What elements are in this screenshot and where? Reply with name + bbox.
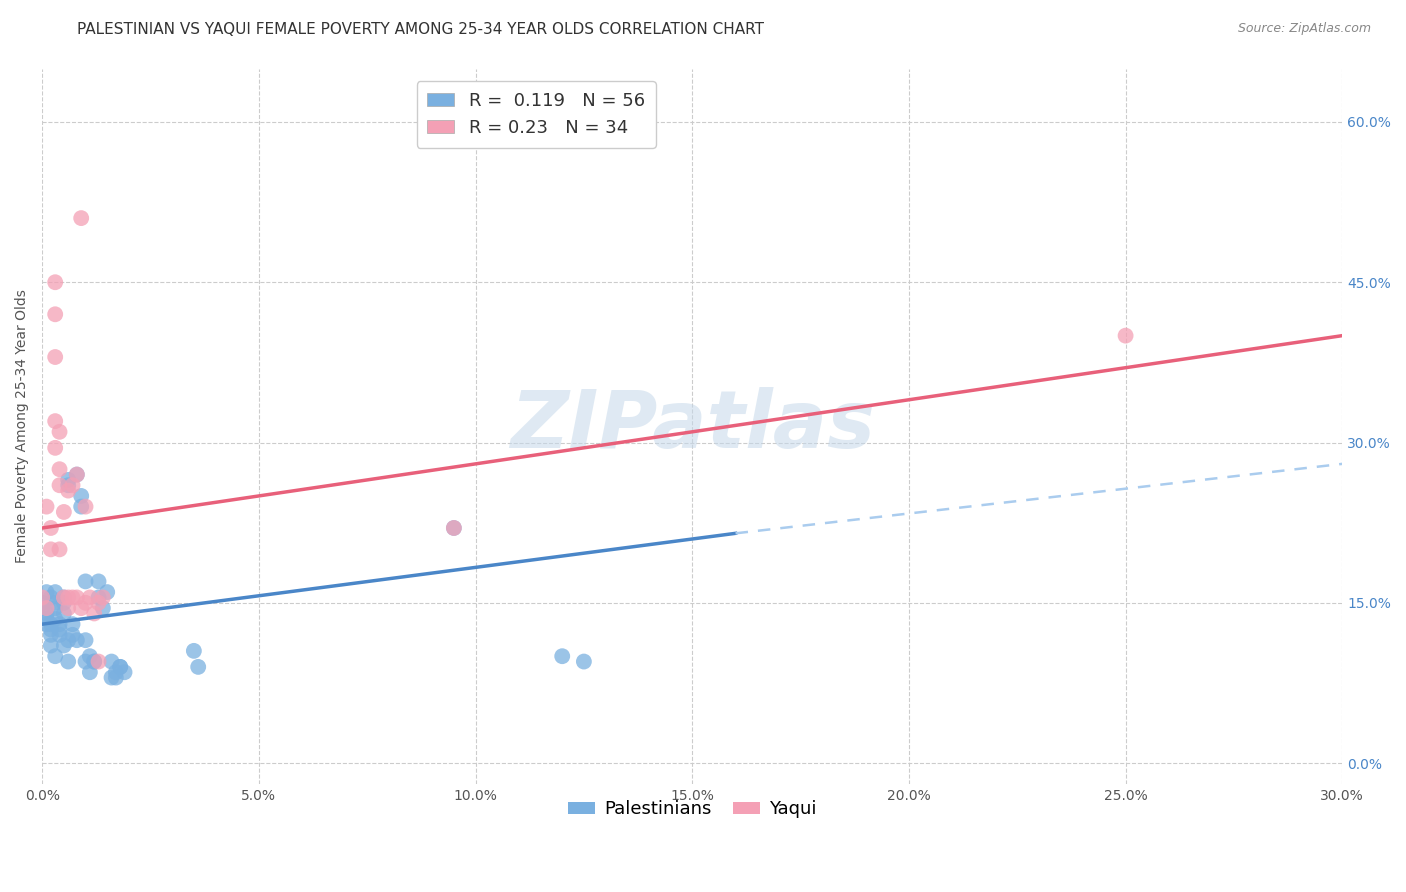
Point — [87, 596, 110, 610]
Point — [572, 655, 595, 669]
Point — [44, 414, 66, 428]
Point — [79, 665, 101, 680]
Point — [79, 591, 101, 605]
Point — [58, 601, 80, 615]
Point — [83, 607, 105, 621]
Point — [44, 596, 66, 610]
Point — [35, 617, 58, 632]
Point — [104, 665, 127, 680]
Point — [62, 478, 84, 492]
Point — [87, 655, 110, 669]
Point — [35, 500, 58, 514]
Point — [48, 628, 70, 642]
Point — [100, 655, 122, 669]
Text: Source: ZipAtlas.com: Source: ZipAtlas.com — [1237, 22, 1371, 36]
Point — [551, 649, 574, 664]
Point — [87, 574, 110, 589]
Text: ZIPatlas: ZIPatlas — [510, 387, 875, 466]
Point — [48, 542, 70, 557]
Point — [52, 505, 75, 519]
Point — [66, 467, 89, 482]
Point — [104, 671, 127, 685]
Point — [39, 542, 62, 557]
Point — [58, 473, 80, 487]
Point — [108, 660, 131, 674]
Point — [100, 671, 122, 685]
Point — [108, 660, 131, 674]
Point — [31, 596, 53, 610]
Point — [183, 644, 205, 658]
Point — [48, 425, 70, 439]
Point — [58, 655, 80, 669]
Point — [62, 591, 84, 605]
Point — [44, 307, 66, 321]
Point — [48, 623, 70, 637]
Point — [44, 585, 66, 599]
Point — [75, 655, 97, 669]
Point — [66, 591, 89, 605]
Point — [66, 467, 89, 482]
Point — [48, 462, 70, 476]
Point — [66, 633, 89, 648]
Point — [114, 665, 136, 680]
Point — [58, 478, 80, 492]
Point — [52, 639, 75, 653]
Point — [31, 591, 53, 605]
Point — [39, 617, 62, 632]
Point — [58, 633, 80, 648]
Legend: Palestinians, Yaqui: Palestinians, Yaqui — [561, 793, 824, 825]
Point — [48, 617, 70, 632]
Point — [87, 591, 110, 605]
Point — [70, 489, 93, 503]
Point — [79, 649, 101, 664]
Point — [48, 478, 70, 492]
Point — [443, 521, 465, 535]
Point — [70, 500, 93, 514]
Point — [75, 633, 97, 648]
Point — [75, 574, 97, 589]
Point — [35, 612, 58, 626]
Point — [91, 601, 114, 615]
Point — [62, 628, 84, 642]
Point — [52, 591, 75, 605]
Point — [70, 211, 93, 226]
Point — [1115, 328, 1137, 343]
Point — [75, 596, 97, 610]
Point — [39, 639, 62, 653]
Point — [443, 521, 465, 535]
Point — [62, 617, 84, 632]
Point — [75, 500, 97, 514]
Point — [70, 601, 93, 615]
Point — [39, 623, 62, 637]
Point — [187, 660, 209, 674]
Text: PALESTINIAN VS YAQUI FEMALE POVERTY AMONG 25-34 YEAR OLDS CORRELATION CHART: PALESTINIAN VS YAQUI FEMALE POVERTY AMON… — [77, 22, 765, 37]
Point — [91, 591, 114, 605]
Point — [44, 601, 66, 615]
Point — [83, 655, 105, 669]
Point — [58, 483, 80, 498]
Point — [58, 591, 80, 605]
Point — [44, 275, 66, 289]
Point — [39, 591, 62, 605]
Point — [52, 591, 75, 605]
Y-axis label: Female Poverty Among 25-34 Year Olds: Female Poverty Among 25-34 Year Olds — [15, 290, 30, 564]
Point — [96, 585, 118, 599]
Point — [39, 521, 62, 535]
Point — [35, 601, 58, 615]
Point — [31, 601, 53, 615]
Point — [44, 350, 66, 364]
Point — [44, 649, 66, 664]
Point — [52, 607, 75, 621]
Point — [83, 655, 105, 669]
Point — [39, 628, 62, 642]
Point — [35, 585, 58, 599]
Point — [35, 607, 58, 621]
Point — [52, 596, 75, 610]
Point — [44, 612, 66, 626]
Point — [44, 441, 66, 455]
